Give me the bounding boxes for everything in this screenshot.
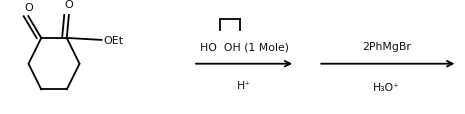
Text: H₃O⁺: H₃O⁺ (373, 82, 400, 92)
Text: O: O (65, 0, 73, 10)
Text: 2PhMgBr: 2PhMgBr (362, 42, 411, 52)
Text: HO  OH (1 Mole): HO OH (1 Mole) (199, 42, 289, 52)
Text: H⁺: H⁺ (237, 80, 251, 90)
Text: OEt: OEt (103, 36, 124, 45)
Text: O: O (24, 3, 33, 13)
